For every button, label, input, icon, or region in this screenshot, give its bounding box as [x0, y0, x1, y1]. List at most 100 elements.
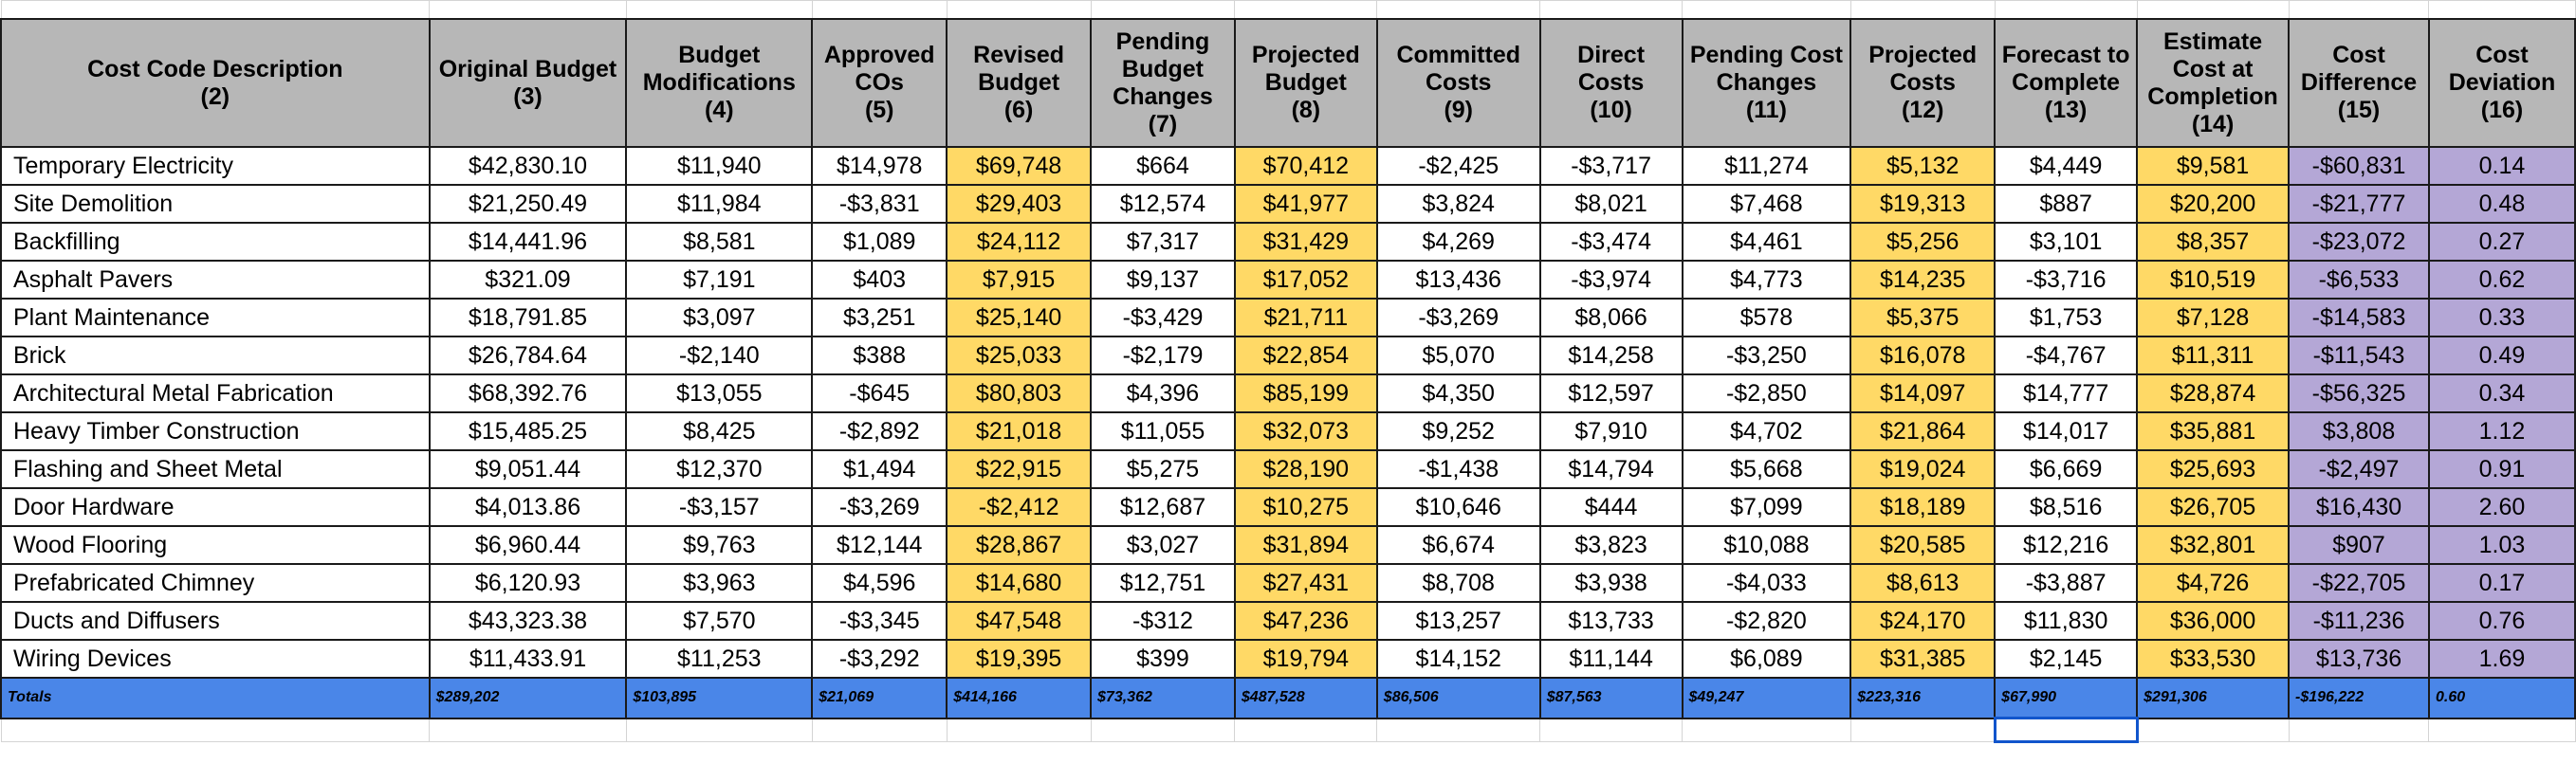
empty-cell[interactable]: [1234, 717, 1378, 742]
value-cell[interactable]: $19,024: [1849, 449, 1996, 489]
value-cell[interactable]: $11,984: [625, 184, 814, 224]
value-cell[interactable]: $70,412: [1233, 146, 1378, 186]
empty-cell[interactable]: [946, 717, 1092, 742]
value-cell[interactable]: $6,669: [1994, 449, 2139, 489]
value-cell[interactable]: $7,910: [1538, 411, 1684, 451]
value-cell[interactable]: $11,433.91: [428, 639, 628, 679]
value-cell[interactable]: $8,425: [625, 411, 814, 451]
value-cell[interactable]: $578: [1681, 298, 1852, 337]
value-cell[interactable]: $403: [811, 260, 948, 300]
value-cell[interactable]: $11,830: [1994, 601, 2139, 641]
value-cell[interactable]: -$2,820: [1681, 601, 1852, 641]
value-cell[interactable]: $12,370: [625, 449, 814, 489]
value-cell[interactable]: $6,674: [1375, 525, 1541, 565]
value-cell[interactable]: $19,395: [946, 639, 1093, 679]
value-cell[interactable]: $14,017: [1994, 411, 2139, 451]
value-cell[interactable]: $32,073: [1233, 411, 1378, 451]
value-cell[interactable]: $21,018: [946, 411, 1093, 451]
value-cell[interactable]: -$1,438: [1375, 449, 1541, 489]
cost-code-cell[interactable]: Ducts and Diffusers: [0, 601, 431, 641]
value-cell[interactable]: -$3,831: [811, 184, 948, 224]
value-cell[interactable]: $8,708: [1375, 563, 1541, 603]
value-cell[interactable]: $13,436: [1375, 260, 1541, 300]
value-cell[interactable]: $28,874: [2136, 373, 2291, 413]
empty-cell[interactable]: [946, 0, 1092, 20]
empty-cell[interactable]: [429, 717, 627, 742]
empty-cell[interactable]: [811, 0, 948, 20]
value-cell[interactable]: $20,200: [2136, 184, 2291, 224]
value-cell[interactable]: $36,000: [2136, 601, 2291, 641]
value-cell[interactable]: $5,132: [1849, 146, 1996, 186]
value-cell[interactable]: $4,702: [1681, 411, 1852, 451]
column-header[interactable]: Forecast to Complete (13): [1994, 18, 2139, 148]
empty-cell[interactable]: [1090, 717, 1236, 742]
empty-cell[interactable]: [625, 717, 813, 742]
value-cell[interactable]: -$3,250: [1681, 336, 1852, 375]
value-cell[interactable]: $69,748: [946, 146, 1093, 186]
value-cell[interactable]: $27,431: [1233, 563, 1378, 603]
value-cell[interactable]: $4,773: [1681, 260, 1852, 300]
value-cell[interactable]: $14,097: [1849, 373, 1996, 413]
value-cell[interactable]: 0.76: [2427, 601, 2576, 641]
value-cell[interactable]: $3,251: [811, 298, 948, 337]
value-cell[interactable]: -$60,831: [2288, 146, 2430, 186]
value-cell[interactable]: $10,088: [1681, 525, 1852, 565]
value-cell[interactable]: $907: [2288, 525, 2430, 565]
value-cell[interactable]: $9,763: [625, 525, 814, 565]
value-cell[interactable]: -$645: [811, 373, 948, 413]
column-header[interactable]: Committed Costs (9): [1375, 18, 1541, 148]
totals-cell[interactable]: $223,316: [1849, 677, 1996, 719]
empty-cell[interactable]: [1849, 0, 1996, 20]
value-cell[interactable]: $28,867: [946, 525, 1093, 565]
value-cell[interactable]: $3,101: [1994, 222, 2139, 262]
value-cell[interactable]: $4,461: [1681, 222, 1852, 262]
cost-code-cell[interactable]: Backfilling: [0, 222, 431, 262]
value-cell[interactable]: -$2,140: [625, 336, 814, 375]
cost-code-cell[interactable]: Wood Flooring: [0, 525, 431, 565]
value-cell[interactable]: $14,258: [1538, 336, 1684, 375]
value-cell[interactable]: $8,613: [1849, 563, 1996, 603]
value-cell[interactable]: $4,726: [2136, 563, 2291, 603]
value-cell[interactable]: 0.14: [2427, 146, 2576, 186]
value-cell[interactable]: $4,596: [811, 563, 948, 603]
value-cell[interactable]: $18,791.85: [428, 298, 628, 337]
column-header[interactable]: Budget Modifications (4): [625, 18, 814, 148]
value-cell[interactable]: $12,597: [1538, 373, 1684, 413]
totals-cell[interactable]: $49,247: [1681, 677, 1852, 719]
value-cell[interactable]: $9,137: [1090, 260, 1236, 300]
totals-cell[interactable]: $87,563: [1538, 677, 1684, 719]
value-cell[interactable]: -$3,716: [1994, 260, 2139, 300]
value-cell[interactable]: -$3,474: [1538, 222, 1684, 262]
value-cell[interactable]: 2.60: [2427, 487, 2576, 527]
value-cell[interactable]: -$3,269: [1375, 298, 1541, 337]
value-cell[interactable]: $14,777: [1994, 373, 2139, 413]
value-cell[interactable]: $6,120.93: [428, 563, 628, 603]
column-header[interactable]: Pending Cost Changes (11): [1681, 18, 1852, 148]
value-cell[interactable]: $16,078: [1849, 336, 1996, 375]
value-cell[interactable]: $3,808: [2288, 411, 2430, 451]
empty-cell[interactable]: [1376, 0, 1541, 20]
totals-cell[interactable]: -$196,222: [2288, 677, 2430, 719]
value-cell[interactable]: $28,190: [1233, 449, 1378, 489]
value-cell[interactable]: 1.03: [2427, 525, 2576, 565]
totals-cell[interactable]: $67,990: [1994, 677, 2139, 719]
empty-cell[interactable]: [625, 0, 813, 20]
cost-code-cell[interactable]: Asphalt Pavers: [0, 260, 431, 300]
value-cell[interactable]: $5,256: [1849, 222, 1996, 262]
value-cell[interactable]: $6,960.44: [428, 525, 628, 565]
value-cell[interactable]: -$4,033: [1681, 563, 1852, 603]
value-cell[interactable]: -$2,892: [811, 411, 948, 451]
value-cell[interactable]: $14,441.96: [428, 222, 628, 262]
cost-code-cell[interactable]: Plant Maintenance: [0, 298, 431, 337]
value-cell[interactable]: -$14,583: [2288, 298, 2430, 337]
value-cell[interactable]: $3,938: [1538, 563, 1684, 603]
value-cell[interactable]: $14,152: [1375, 639, 1541, 679]
value-cell[interactable]: $26,705: [2136, 487, 2291, 527]
empty-cell[interactable]: [1234, 0, 1378, 20]
value-cell[interactable]: $1,494: [811, 449, 948, 489]
column-header[interactable]: Direct Costs (10): [1538, 18, 1684, 148]
value-cell[interactable]: -$3,345: [811, 601, 948, 641]
value-cell[interactable]: $7,128: [2136, 298, 2291, 337]
value-cell[interactable]: $19,313: [1849, 184, 1996, 224]
value-cell[interactable]: $664: [1090, 146, 1236, 186]
